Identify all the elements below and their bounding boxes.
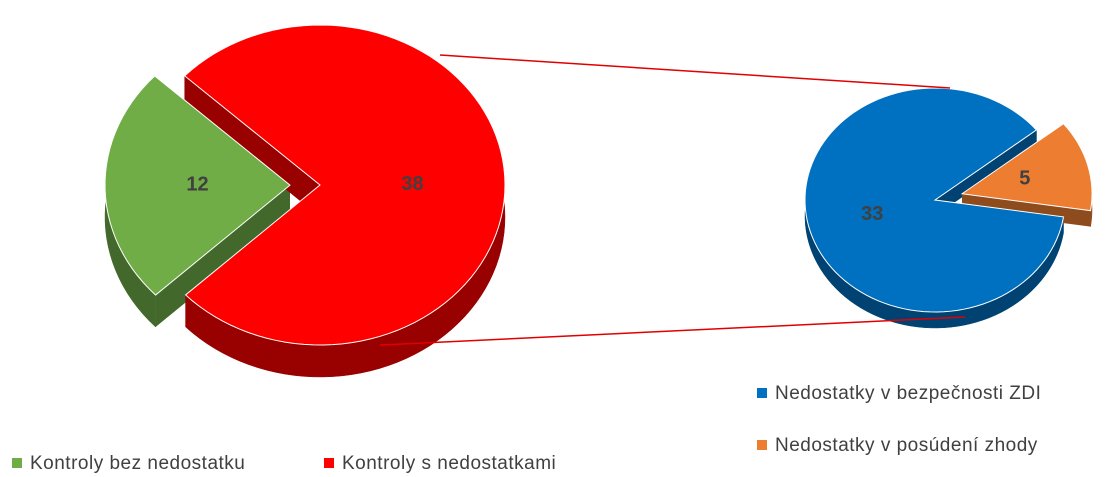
legend-label: Nedostatky v posúdení zhody — [775, 435, 1038, 456]
legend-swatch — [324, 458, 334, 468]
slice — [183, 24, 506, 346]
data-label: 38 — [401, 173, 423, 195]
legend-label: Nedostatky v bezpečnosti ZDI — [775, 383, 1041, 404]
slice — [104, 75, 291, 296]
legend-swatch — [757, 440, 767, 450]
slice — [960, 123, 1093, 212]
data-label: 33 — [861, 203, 883, 225]
legend: Kontroly bez nedostatku Kontroly s nedost… — [12, 383, 1041, 474]
connector-line — [439, 54, 951, 89]
legend-label: Kontroly bez nedostatku — [30, 453, 245, 474]
slice — [804, 87, 1065, 313]
data-label: 5 — [1019, 168, 1030, 190]
connector-line — [379, 316, 966, 346]
legend-swatch — [12, 458, 22, 468]
legend-label: Kontroly s nedostatkami — [342, 453, 556, 474]
labels: 12 38 33 5 — [186, 168, 1030, 225]
legend-swatch — [757, 388, 767, 398]
tops — [104, 24, 1093, 346]
data-label: 12 — [186, 174, 208, 196]
slice-wall — [935, 129, 1037, 216]
